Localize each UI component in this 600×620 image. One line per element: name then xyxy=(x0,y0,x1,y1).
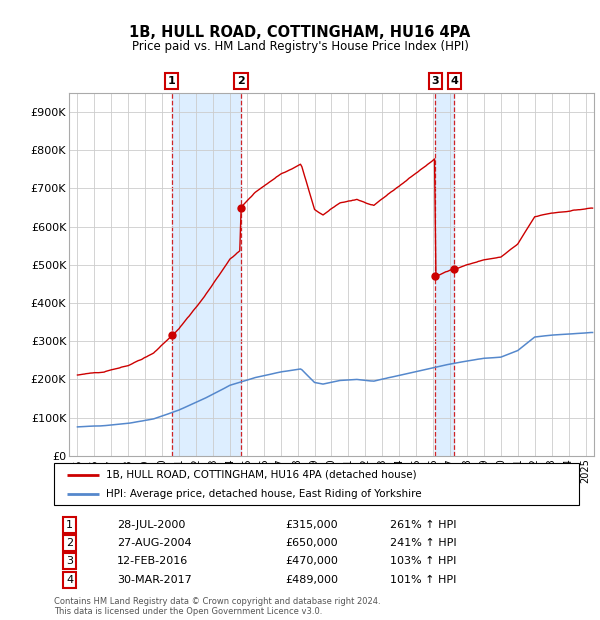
Text: 4: 4 xyxy=(66,575,73,585)
Text: 1: 1 xyxy=(66,520,73,530)
Text: Price paid vs. HM Land Registry's House Price Index (HPI): Price paid vs. HM Land Registry's House … xyxy=(131,40,469,53)
Text: 241% ↑ HPI: 241% ↑ HPI xyxy=(390,538,457,548)
Bar xyxy=(172,93,241,456)
Text: 12-FEB-2016: 12-FEB-2016 xyxy=(117,556,188,566)
Text: 28-JUL-2000: 28-JUL-2000 xyxy=(117,520,185,530)
Text: 2: 2 xyxy=(237,76,245,86)
Text: 2: 2 xyxy=(66,538,73,548)
Text: 30-MAR-2017: 30-MAR-2017 xyxy=(117,575,192,585)
Text: 4: 4 xyxy=(451,76,458,86)
Bar xyxy=(435,93,454,456)
Text: £315,000: £315,000 xyxy=(285,520,338,530)
Text: 261% ↑ HPI: 261% ↑ HPI xyxy=(390,520,457,530)
Text: 103% ↑ HPI: 103% ↑ HPI xyxy=(390,556,457,566)
Text: 1B, HULL ROAD, COTTINGHAM, HU16 4PA (detached house): 1B, HULL ROAD, COTTINGHAM, HU16 4PA (det… xyxy=(107,469,417,479)
Text: 27-AUG-2004: 27-AUG-2004 xyxy=(117,538,191,548)
Text: Contains HM Land Registry data © Crown copyright and database right 2024.: Contains HM Land Registry data © Crown c… xyxy=(54,597,380,606)
Text: HPI: Average price, detached house, East Riding of Yorkshire: HPI: Average price, detached house, East… xyxy=(107,489,422,499)
Text: 3: 3 xyxy=(66,556,73,566)
Text: This data is licensed under the Open Government Licence v3.0.: This data is licensed under the Open Gov… xyxy=(54,608,322,616)
Text: 1: 1 xyxy=(168,76,176,86)
Text: 3: 3 xyxy=(431,76,439,86)
Text: £650,000: £650,000 xyxy=(285,538,338,548)
Text: 1B, HULL ROAD, COTTINGHAM, HU16 4PA: 1B, HULL ROAD, COTTINGHAM, HU16 4PA xyxy=(130,25,470,40)
Text: £489,000: £489,000 xyxy=(285,575,338,585)
FancyBboxPatch shape xyxy=(54,463,579,505)
Text: 101% ↑ HPI: 101% ↑ HPI xyxy=(390,575,457,585)
Text: £470,000: £470,000 xyxy=(285,556,338,566)
